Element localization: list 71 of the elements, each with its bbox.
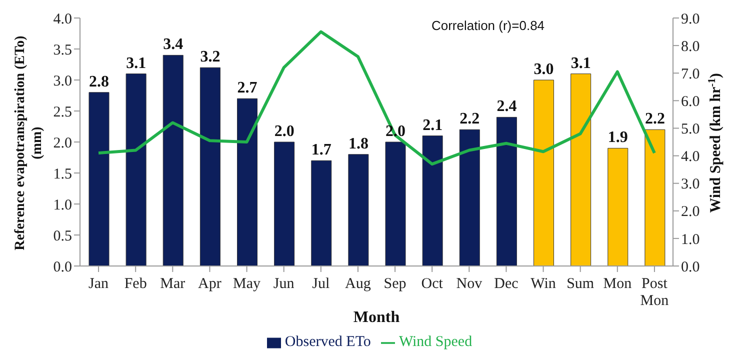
data-label: 2.4 [496,98,517,116]
y2-tick-label: 6.0 [681,94,700,110]
x-tick-label: Sep [384,276,406,292]
x-tick-label: Feb [124,276,147,292]
x-tick-label: Jun [273,276,295,292]
y-tick-label: 3.5 [53,42,72,58]
bar [88,92,110,266]
y2-tick-label: 9.0 [681,11,700,28]
data-label: 2.7 [237,80,258,97]
bar [274,142,295,266]
data-label: 2.2 [460,110,480,128]
x-tick-label: Sum [566,276,594,292]
data-label: 1.9 [608,129,628,146]
data-label: 3.4 [163,36,184,54]
y2-tick-label: 5.0 [681,122,700,138]
bar [534,80,554,266]
legend-label: Wind Speed [398,334,472,350]
x-tick-label: Mar [160,276,186,292]
data-label: 2.1 [422,116,443,134]
x-tick-label: Jul [312,276,330,292]
bar [200,67,220,266]
y2-tick-label: 8.0 [681,38,700,55]
data-label: 3.1 [126,54,146,72]
y2-tick-label: 7.0 [681,66,700,82]
bar [496,116,517,266]
bar [126,74,146,266]
x-tick-label: Oct [421,276,444,292]
y-tick-label: 0.5 [53,228,72,244]
bar [570,74,592,266]
bar [162,54,184,266]
bar [459,129,480,266]
x-tick-label: Nov [456,276,483,292]
y-tick-label: 2.5 [53,104,72,120]
x-tick-label: Apr [198,276,222,292]
bar [608,148,628,266]
y-tick-label: 4.0 [53,11,72,28]
data-label: 1.8 [348,135,368,152]
y-axis-title: Reference evapotranspiration (ETo) (mm) [13,35,45,250]
x-tick-label: Win [530,276,556,292]
legend-label: Observed ETo [284,334,371,350]
bar [644,129,666,266]
y2-tick-label: 0.0 [681,259,700,276]
y-tick-label: 1.0 [53,197,72,214]
bar [422,136,443,266]
data-label: 3.1 [570,54,591,72]
x-tick-label: Mon [603,276,632,292]
data-label: 2.2 [644,110,665,128]
y2-tick-label: 2.0 [681,204,700,220]
x-tick-label: May [233,276,262,292]
annotation: Correlation (r)=0.84 [431,18,545,33]
y-tick-label: 1.5 [53,166,72,182]
x-tick-label: Dec [494,276,519,292]
data-label: 1.7 [311,142,332,159]
data-label: 3.0 [534,61,554,78]
data-label: 3.2 [200,48,220,66]
bar [385,142,406,266]
bar [237,98,258,266]
x-tick-label: Aug [345,276,372,292]
y2-tick-label: 1.0 [681,232,700,248]
data-label: 2.0 [274,123,294,140]
x-tick-label: Post Mon [640,276,670,309]
bar [311,160,332,266]
y2-tick-label: 3.0 [681,176,700,193]
y2-tick-label: 4.0 [681,149,700,166]
y-tick-label: 2.0 [53,135,72,152]
y-tick-label: 0.0 [53,259,72,276]
x-tick-label: Jan [88,276,110,292]
bar [348,154,369,266]
data-label: 2.8 [89,73,109,90]
x-axis-title: Month [353,309,400,326]
y-tick-label: 3.0 [53,73,72,90]
